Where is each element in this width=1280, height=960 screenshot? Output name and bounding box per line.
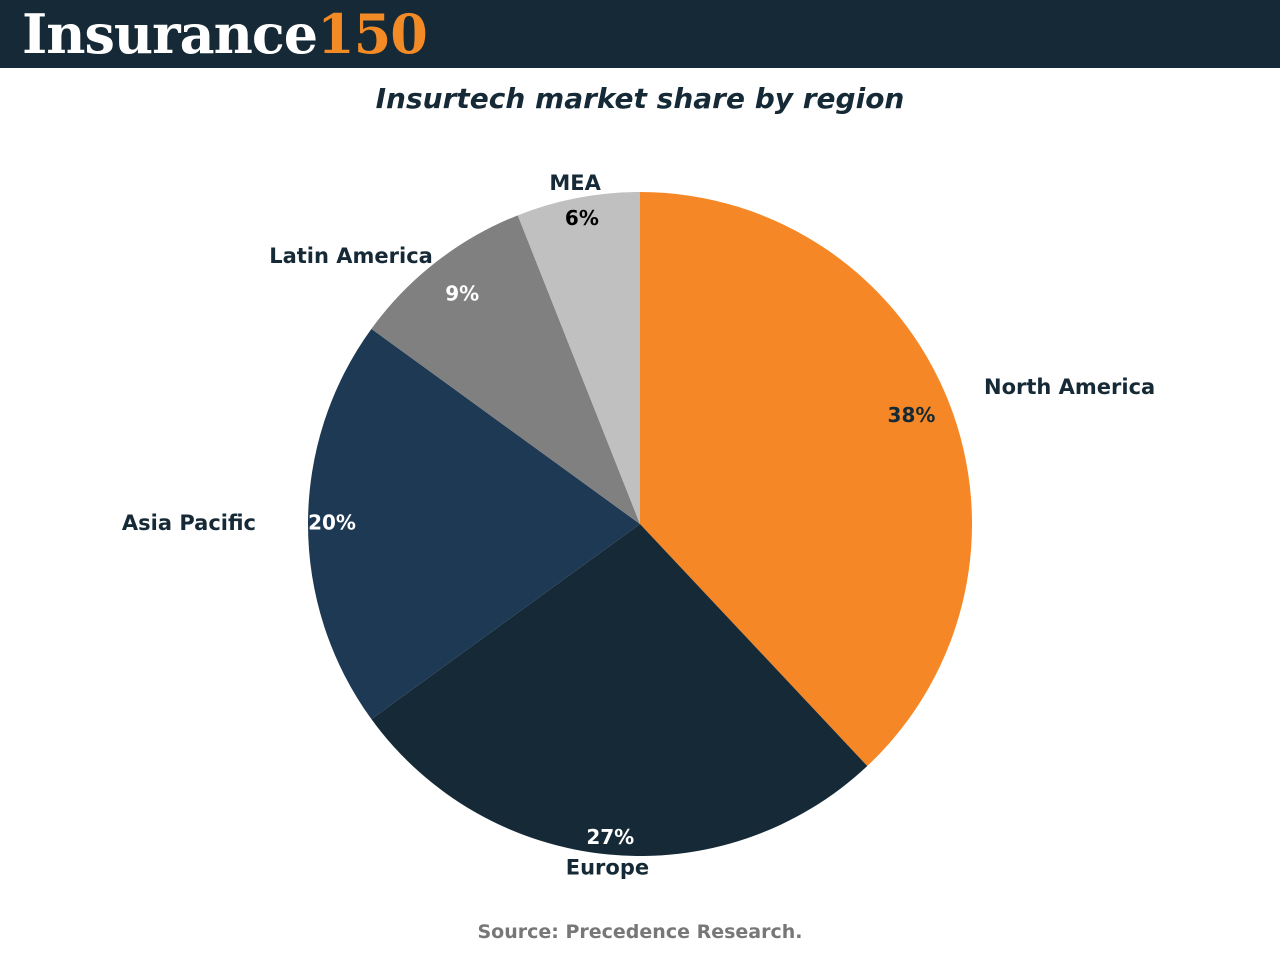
- pie-slice-asia-pacific: [308, 328, 640, 720]
- pie-slice-mea: [517, 192, 640, 524]
- category-label-north-america: North America: [984, 375, 1155, 399]
- category-label-europe: Europe: [566, 855, 649, 879]
- category-label-mea: MEA: [549, 171, 601, 195]
- logo-number: 150: [317, 2, 428, 66]
- chart-title: Insurtech market share by region: [375, 82, 905, 115]
- brand-logo: Insurance150: [22, 2, 428, 66]
- data-label-mea: 6%: [565, 206, 599, 230]
- data-label-europe: 27%: [586, 825, 634, 849]
- pie-slice-latin-america: [371, 215, 640, 524]
- data-label-asia-pacific: 20%: [308, 511, 356, 535]
- logo-word: Insurance: [22, 2, 318, 66]
- pie-slice-north-america: [640, 192, 972, 767]
- category-label-latin-america: Latin America: [269, 244, 433, 268]
- pie-slice-europe: [371, 524, 868, 856]
- category-label-asia-pacific: Asia Pacific: [122, 511, 256, 535]
- source-note: Source: Precedence Research.: [477, 921, 803, 943]
- data-label-latin-america: 9%: [445, 281, 479, 305]
- header-bar: Insurance150: [0, 0, 1280, 68]
- data-label-north-america: 38%: [888, 403, 936, 427]
